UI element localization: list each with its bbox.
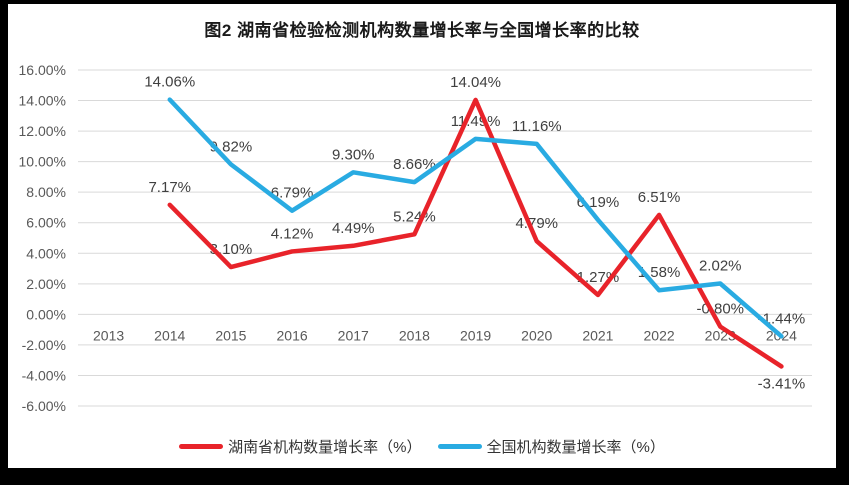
svg-text:4.79%: 4.79% (515, 215, 558, 232)
svg-text:4.49%: 4.49% (332, 220, 375, 237)
svg-text:4.12%: 4.12% (271, 225, 314, 242)
legend-line-swatch-national (437, 444, 482, 449)
svg-text:14.00%: 14.00% (19, 93, 66, 109)
svg-text:8.66%: 8.66% (393, 156, 436, 173)
svg-text:11.16%: 11.16% (512, 118, 562, 135)
svg-text:14.06%: 14.06% (144, 74, 195, 91)
chart-legend: 湖南省机构数量增长率（%） 全国机构数量增长率（%） (8, 436, 836, 457)
legend-item-national: 全国机构数量增长率（%） (437, 436, 665, 457)
svg-text:-6.00%: -6.00% (22, 398, 66, 414)
svg-text:2019: 2019 (460, 327, 491, 343)
svg-text:4.00%: 4.00% (26, 245, 66, 261)
svg-text:9.30%: 9.30% (332, 146, 375, 163)
svg-text:2016: 2016 (277, 327, 308, 343)
svg-text:2017: 2017 (338, 327, 369, 343)
svg-text:8.00%: 8.00% (26, 184, 66, 200)
svg-text:5.24%: 5.24% (393, 208, 436, 225)
svg-text:2020: 2020 (521, 327, 552, 343)
chart-title: 图2 湖南省检验检测机构数量增长率与全国增长率的比较 (204, 21, 640, 40)
svg-text:2.02%: 2.02% (699, 258, 742, 275)
svg-text:2018: 2018 (399, 327, 430, 343)
svg-text:7.17%: 7.17% (148, 179, 191, 196)
svg-text:2021: 2021 (582, 327, 613, 343)
svg-text:2014: 2014 (154, 327, 185, 343)
svg-text:14.04%: 14.04% (450, 74, 501, 91)
svg-text:-0.80%: -0.80% (696, 301, 744, 318)
legend-item-hunan: 湖南省机构数量增长率（%） (179, 436, 422, 457)
svg-text:-3.41%: -3.41% (758, 375, 806, 392)
svg-text:16.00%: 16.00% (19, 62, 66, 78)
legend-label-national: 全国机构数量增长率（%） (486, 439, 665, 456)
svg-text:2013: 2013 (93, 327, 124, 343)
legend-label-hunan: 湖南省机构数量增长率（%） (228, 439, 422, 456)
svg-text:0.00%: 0.00% (26, 306, 66, 322)
svg-text:11.49%: 11.49% (451, 113, 501, 130)
svg-text:12.00%: 12.00% (19, 123, 66, 139)
svg-text:-4.00%: -4.00% (22, 367, 66, 383)
svg-text:10.00%: 10.00% (19, 154, 66, 170)
svg-text:6.79%: 6.79% (271, 185, 314, 202)
svg-text:6.51%: 6.51% (638, 189, 681, 206)
svg-text:2.00%: 2.00% (26, 276, 66, 292)
svg-text:-1.44%: -1.44% (758, 310, 806, 327)
svg-text:2015: 2015 (215, 327, 246, 343)
svg-text:-2.00%: -2.00% (22, 337, 66, 353)
svg-text:6.00%: 6.00% (26, 215, 66, 231)
legend-line-swatch-hunan (179, 444, 224, 449)
svg-text:2022: 2022 (644, 327, 675, 343)
line-chart-canvas: 16.00% 14.00% 12.00% 10.00% 8.00% 6.00% 4.00% 2… (19, 62, 812, 414)
